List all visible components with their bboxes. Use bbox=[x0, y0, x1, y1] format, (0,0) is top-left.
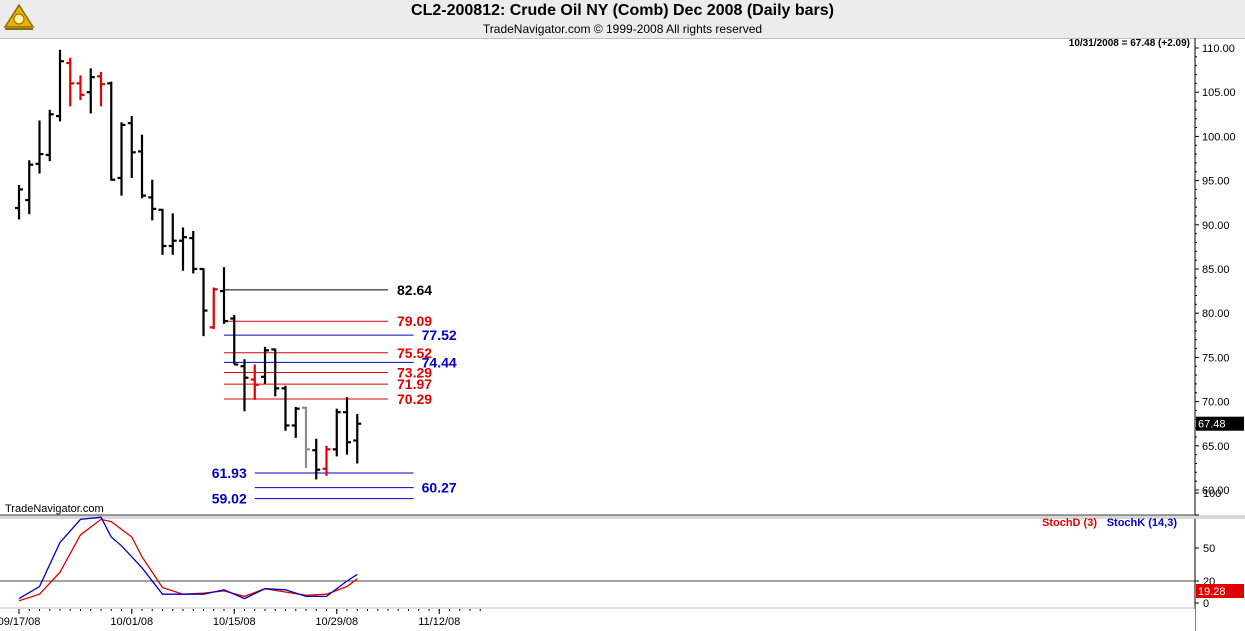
level-label: 79.09 bbox=[397, 313, 432, 329]
price-tick-label: 65.00 bbox=[1202, 441, 1230, 453]
level-label: 70.29 bbox=[397, 391, 432, 407]
price-bar bbox=[302, 406, 310, 468]
price-bar bbox=[179, 227, 187, 271]
price-bar bbox=[312, 438, 321, 480]
level-label: 61.93 bbox=[212, 465, 247, 481]
price-bar bbox=[107, 81, 116, 181]
level-label: 60.27 bbox=[422, 480, 457, 496]
price-bar bbox=[322, 445, 331, 476]
date-tick-label: 11/12/08 bbox=[418, 616, 460, 628]
price-tick-label: 75.00 bbox=[1202, 352, 1230, 364]
price-bar bbox=[353, 413, 362, 464]
date-axis-band bbox=[0, 609, 1195, 631]
price-bar bbox=[281, 385, 290, 431]
stoch-last-marker bbox=[1196, 584, 1244, 598]
price-bar bbox=[261, 346, 269, 384]
price-bar bbox=[45, 109, 54, 162]
price-bar bbox=[158, 208, 167, 255]
price-bars bbox=[15, 49, 362, 480]
price-tick-label: 90.00 bbox=[1202, 220, 1230, 232]
price-bar bbox=[199, 267, 208, 337]
price-bar bbox=[56, 49, 64, 122]
level-label: 73.29 bbox=[397, 365, 432, 381]
price-bar bbox=[66, 57, 75, 107]
trade-navigator-logo-icon[interactable] bbox=[2, 2, 36, 32]
price-bar bbox=[86, 68, 95, 114]
price-axis: 60.00 65.00 70.00 75.00 80.00 85.00 90.00 95.00… bbox=[0, 38, 1245, 631]
price-bar bbox=[332, 408, 341, 457]
level-label: 75.52 bbox=[397, 345, 432, 361]
chart-title: CL2-200812: Crude Oil NY (Comb) Dec 2008… bbox=[411, 2, 834, 19]
date-tick-label: 10/15/08 bbox=[213, 616, 256, 628]
price-bar bbox=[209, 287, 218, 330]
legend-stochd[interactable]: StochD (3) bbox=[1042, 517, 1097, 529]
last-price-label: 67.48 bbox=[1198, 419, 1226, 431]
level-label: 82.64 bbox=[397, 282, 432, 298]
price-tick-label: 105.00 bbox=[1202, 87, 1236, 99]
date-tick-label: 09/17/08 bbox=[0, 616, 40, 628]
price-tick-label: 95.00 bbox=[1202, 176, 1230, 188]
price-bar bbox=[291, 406, 300, 438]
panel-divider bbox=[0, 515, 1245, 519]
last-price-info: 10/31/2008 = 67.48 (+2.09) bbox=[1069, 38, 1190, 49]
stoch-last-label: 19.28 bbox=[1198, 586, 1226, 598]
level-label: 74.44 bbox=[422, 354, 457, 370]
price-tick-label: 80.00 bbox=[1202, 308, 1230, 320]
price-bar bbox=[168, 213, 177, 255]
price-bar bbox=[189, 230, 198, 274]
price-bar bbox=[35, 120, 44, 174]
price-tick-label: 60.00 bbox=[1202, 485, 1230, 497]
price-bar bbox=[250, 364, 259, 400]
price-bar bbox=[148, 179, 157, 221]
price-tick-label: 85.00 bbox=[1202, 264, 1230, 276]
chart-header: CL2-200812: Crude Oil NY (Comb) Dec 2008… bbox=[0, 0, 1245, 39]
price-tick-label: 100.00 bbox=[1202, 131, 1236, 143]
date-tick-label: 10/29/08 bbox=[315, 616, 358, 628]
date-axis: 09/17/08 10/01/08 10/15/08 10/29/08 11/12/08 bbox=[0, 609, 1195, 631]
price-bar bbox=[127, 116, 136, 178]
copyright-text: TradeNavigator.com © 1999-2008 All right… bbox=[482, 22, 763, 36]
price-bar bbox=[117, 122, 126, 196]
price-bar bbox=[25, 160, 34, 215]
price-bar bbox=[343, 397, 351, 455]
level-label: 77.52 bbox=[422, 327, 457, 343]
stoch-tick-label: 100 bbox=[1203, 488, 1221, 500]
level-label: 59.02 bbox=[212, 491, 247, 507]
level-label: 71.97 bbox=[397, 376, 432, 392]
stoch-series-line bbox=[18, 516, 358, 600]
price-bar bbox=[15, 185, 23, 220]
price-bar bbox=[76, 75, 85, 101]
watermark-text: TradeNavigator.com bbox=[5, 503, 104, 515]
price-bar bbox=[240, 359, 249, 412]
price-bar bbox=[138, 134, 146, 199]
price-bar bbox=[220, 267, 228, 324]
stoch-tick-label: 50 bbox=[1203, 543, 1215, 555]
price-tick-label: 110.00 bbox=[1202, 43, 1235, 55]
price-bar bbox=[97, 71, 105, 107]
stoch-tick-label: 0 bbox=[1203, 598, 1209, 610]
last-price-marker bbox=[1196, 416, 1244, 431]
price-bar bbox=[271, 348, 280, 397]
price-tick-label: 70.00 bbox=[1202, 397, 1230, 409]
price-bar bbox=[230, 314, 239, 366]
legend-stochk[interactable]: StochK (14,3) bbox=[1107, 517, 1178, 529]
date-tick-label: 10/01/08 bbox=[110, 616, 153, 628]
